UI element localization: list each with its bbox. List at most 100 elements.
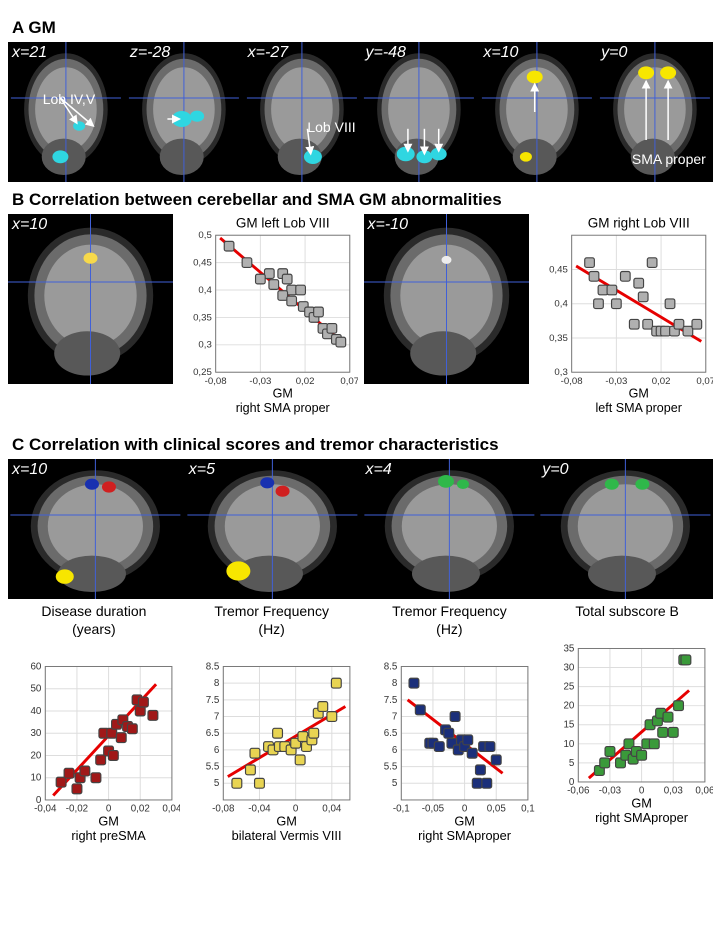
svg-text:0,1: 0,1 — [521, 803, 535, 814]
svg-text:7: 7 — [214, 711, 219, 722]
chart-b-left: 0,250,30,350,40,450,5-0,08-0,030,020,07G… — [179, 214, 358, 417]
coord-label: x=4 — [366, 461, 392, 479]
svg-text:-0,08: -0,08 — [212, 803, 235, 814]
svg-text:6.5: 6.5 — [383, 728, 397, 739]
brain-b-right: x=-10 — [364, 214, 529, 384]
svg-text:0,04: 0,04 — [322, 803, 342, 814]
scatter-chart: Disease duration(years)0102030405060-0,0… — [8, 603, 180, 845]
scatter-chart: Tremor Frequency(Hz)55.566.577.588.5-0,1… — [364, 603, 536, 845]
section-a-brain-row: x=21Lob IV,V z=-28 x=-27Lob VIII y=-48 x… — [8, 42, 713, 182]
svg-text:-0,03: -0,03 — [599, 785, 622, 796]
scatter-chart: Total subscore B05101520253035-0,06-0,03… — [541, 603, 713, 845]
svg-text:35: 35 — [564, 643, 575, 654]
svg-text:5: 5 — [569, 757, 575, 768]
brain-panel: x=5 — [185, 459, 360, 599]
svg-text:0,3: 0,3 — [198, 340, 211, 351]
svg-text:5: 5 — [391, 778, 397, 789]
coord-label: x=10 — [12, 461, 47, 479]
svg-text:40: 40 — [30, 706, 41, 717]
brain-panel: z=-28 — [126, 42, 242, 182]
chart-title: Disease duration — [8, 603, 180, 619]
svg-text:0,45: 0,45 — [549, 264, 568, 275]
svg-text:GM: GM — [98, 813, 119, 828]
svg-text:0,02: 0,02 — [131, 803, 150, 814]
svg-text:5: 5 — [214, 778, 220, 789]
section-c-brain-row: x=10 x=5 x=4 y=0 — [8, 459, 713, 599]
svg-text:60: 60 — [30, 661, 41, 672]
svg-text:30: 30 — [564, 662, 575, 673]
svg-text:6: 6 — [391, 744, 397, 755]
svg-text:0,5: 0,5 — [198, 230, 211, 241]
brain-panel: y=0 — [538, 459, 713, 599]
brain-panel: y=-48 — [361, 42, 477, 182]
coord-label: y=0 — [542, 461, 568, 479]
svg-text:15: 15 — [564, 719, 575, 730]
svg-text:6.5: 6.5 — [205, 728, 219, 739]
brain-panel: y=0 SMA proper — [597, 42, 713, 182]
chart-subtitle: (Hz) — [186, 621, 358, 637]
coord-label: y=0 — [601, 44, 627, 62]
svg-text:0,45: 0,45 — [193, 258, 212, 269]
brain-panel: x=10 — [8, 459, 183, 599]
svg-text:right SMAproper: right SMAproper — [595, 810, 689, 825]
svg-text:-0,03: -0,03 — [605, 376, 627, 387]
svg-text:-0,08: -0,08 — [560, 376, 582, 387]
svg-text:-0,02: -0,02 — [66, 803, 88, 814]
chart-b-right: 0,30,350,40,45-0,08-0,030,020,07GMleft S… — [535, 214, 714, 417]
svg-text:left SMA proper: left SMA proper — [595, 401, 681, 415]
svg-text:8: 8 — [214, 678, 220, 689]
section-c-title: C Correlation with clinical scores and t… — [12, 435, 713, 455]
svg-text:0,07: 0,07 — [340, 376, 357, 387]
section-a-title: A GM — [12, 18, 713, 38]
svg-text:7.5: 7.5 — [383, 694, 397, 705]
svg-text:0,07: 0,07 — [696, 376, 713, 387]
brain-panel: x=-27Lob VIII — [244, 42, 360, 182]
chart-subtitle: (years) — [8, 621, 180, 637]
coord-label: x=10 — [483, 44, 518, 62]
scatter-chart: Tremor Frequency(Hz)55.566.577.588.5-0,0… — [186, 603, 358, 845]
brain-b-left: x=10 — [8, 214, 173, 384]
svg-text:-0,05: -0,05 — [421, 803, 444, 814]
svg-text:8.5: 8.5 — [205, 661, 219, 672]
svg-text:bilateral Vermis VIII: bilateral Vermis VIII — [231, 828, 341, 843]
brain-panel: x=10 — [479, 42, 595, 182]
coord-label: x=10 — [12, 216, 47, 234]
svg-text:0,02: 0,02 — [651, 376, 670, 387]
region-label: Lob VIII — [307, 119, 355, 135]
svg-text:7: 7 — [391, 711, 396, 722]
coord-label: y=-48 — [365, 44, 405, 62]
svg-text:GM: GM — [628, 386, 648, 400]
region-label: SMA proper — [632, 151, 706, 167]
svg-text:GM: GM — [273, 386, 293, 400]
section-c-charts: Disease duration(years)0102030405060-0,0… — [8, 603, 713, 845]
svg-text:-0,03: -0,03 — [249, 376, 271, 387]
svg-text:right SMAproper: right SMAproper — [418, 828, 512, 843]
svg-text:-0,08: -0,08 — [205, 376, 227, 387]
svg-text:-0,1: -0,1 — [392, 803, 409, 814]
svg-text:-0,04: -0,04 — [34, 803, 57, 814]
svg-text:0,06: 0,06 — [696, 785, 713, 796]
chart-title: Tremor Frequency — [186, 603, 358, 619]
chart-subtitle: (Hz) — [364, 621, 536, 637]
svg-text:30: 30 — [30, 728, 41, 739]
svg-text:10: 10 — [30, 772, 41, 783]
svg-text:right SMA proper: right SMA proper — [236, 401, 330, 415]
svg-text:0,35: 0,35 — [549, 333, 568, 344]
svg-text:0,4: 0,4 — [554, 299, 568, 310]
brain-panel: x=21Lob IV,V — [8, 42, 124, 182]
svg-text:50: 50 — [30, 683, 41, 694]
svg-text:0,02: 0,02 — [296, 376, 315, 387]
svg-text:10: 10 — [564, 738, 575, 749]
svg-text:right preSMA: right preSMA — [71, 828, 146, 843]
coord-label: z=-28 — [130, 44, 170, 62]
svg-text:0,04: 0,04 — [162, 803, 179, 814]
svg-text:20: 20 — [564, 700, 575, 711]
coord-label: x=5 — [189, 461, 215, 479]
svg-text:GM: GM — [454, 813, 475, 828]
chart-title: Total subscore B — [541, 603, 713, 619]
svg-text:0,4: 0,4 — [198, 285, 212, 296]
svg-text:-0,06: -0,06 — [567, 785, 590, 796]
svg-text:25: 25 — [564, 681, 575, 692]
coord-label: x=21 — [12, 44, 47, 62]
svg-text:6: 6 — [214, 744, 220, 755]
